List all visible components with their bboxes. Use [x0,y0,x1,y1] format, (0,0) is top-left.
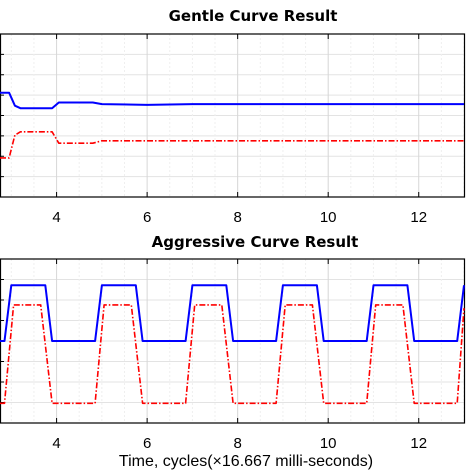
aggressive-series-line-blue [0,284,465,342]
gentle-x-tick-label: 8 [233,209,241,226]
gentle-x-tick-label: 4 [52,209,60,226]
gentle-series-line-red [0,131,464,159]
aggressive-chart-title: Aggressive Curve Result [152,233,359,251]
aggressive-curve-panel: Aggressive Curve Result Time, cycles(×16… [0,233,466,470]
aggressive-x-tick-label: 8 [233,435,241,452]
gentle-chart-title: Gentle Curve Result [169,7,338,25]
gentle-x-tick-label: 12 [410,209,427,226]
gentle-series-line-blue [0,91,464,110]
aggressive-x-tick-label: 4 [52,435,60,452]
gentle-x-tick-label: 10 [320,209,337,226]
aggressive-x-tick-label: 12 [410,435,427,452]
x-axis-label: Time, cycles(×16.667 milli-seconds) [119,453,373,470]
aggressive-x-tick-label: 10 [320,435,337,452]
gentle-x-tick-label: 6 [143,209,151,226]
gentle-curve-panel: Gentle Curve Result 4 6 8 10 12 [0,7,466,226]
aggressive-series-line-red [0,304,465,405]
aggressive-x-tick-label: 6 [143,435,151,452]
